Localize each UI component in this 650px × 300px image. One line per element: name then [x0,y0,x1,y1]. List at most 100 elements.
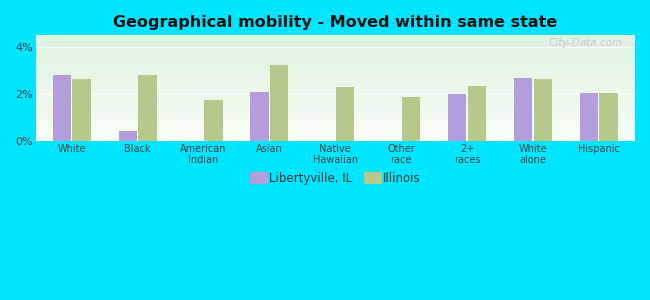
Legend: Libertyville, IL, Illinois: Libertyville, IL, Illinois [245,167,425,190]
Bar [36,75,635,76]
Bar [36,91,635,92]
Bar [36,80,635,81]
Bar [36,90,635,91]
Bar [36,73,635,74]
Bar [36,105,635,106]
Bar [36,76,635,77]
Bar [53,75,71,141]
Bar [36,104,635,105]
Bar [36,74,635,75]
Bar [36,93,635,94]
Bar [36,103,635,104]
Bar [36,84,635,85]
Bar [36,111,635,112]
Bar [36,35,635,36]
Bar [36,114,635,116]
Bar [36,139,635,140]
Bar [36,92,635,93]
Bar [448,94,466,141]
Bar [36,112,635,113]
Bar [36,109,635,110]
Bar [36,116,635,118]
Bar [36,125,635,126]
Bar [36,81,635,82]
Bar [36,118,635,120]
Bar [36,54,635,56]
Bar [36,87,635,88]
Bar [36,126,635,127]
Bar [36,65,635,66]
Bar [36,71,635,72]
Bar [36,132,635,134]
Bar [36,128,635,129]
Bar [36,127,635,128]
Bar [36,118,635,119]
Bar [36,123,635,124]
Bar [36,56,635,58]
Bar [36,46,635,47]
Bar [36,82,635,83]
Bar [36,53,635,54]
Bar [580,93,598,141]
Bar [36,121,635,122]
Bar [270,64,289,141]
Bar [36,67,635,68]
Bar [36,98,635,99]
Bar [36,95,635,97]
Bar [534,79,552,141]
Bar [36,60,635,61]
Bar [36,47,635,48]
Bar [36,43,635,44]
Bar [36,77,635,79]
Bar [36,40,635,42]
Bar [72,79,91,141]
Bar [36,124,635,125]
Bar [36,88,635,89]
Bar [36,70,635,71]
Bar [36,44,635,45]
Bar [36,79,635,80]
Bar [36,138,635,139]
Bar [336,87,354,141]
Bar [36,140,635,141]
Bar [36,122,635,123]
Bar [36,64,635,65]
Bar [36,36,635,38]
Bar [36,97,635,98]
Bar [36,86,635,87]
Bar [36,110,635,111]
Bar [36,72,635,73]
Bar [36,120,635,121]
Bar [250,92,268,141]
Bar [36,100,635,101]
Bar [36,94,635,95]
Bar [204,100,222,141]
Title: Geographical mobility - Moved within same state: Geographical mobility - Moved within sam… [113,15,558,30]
Bar [118,131,137,141]
Bar [36,136,635,138]
Bar [36,134,635,136]
Bar [467,86,486,141]
Bar [36,130,635,131]
Bar [36,83,635,84]
Bar [36,49,635,50]
Bar [36,99,635,100]
Bar [36,107,635,108]
Bar [36,62,635,63]
Bar [36,131,635,132]
Bar [36,66,635,67]
Bar [36,68,635,69]
Bar [36,113,635,114]
Bar [36,101,635,102]
Bar [36,58,635,60]
Bar [36,129,635,130]
Bar [36,48,635,49]
Bar [36,89,635,90]
Bar [36,69,635,70]
Bar [36,45,635,46]
Bar [402,98,421,141]
Bar [138,75,157,141]
Bar [36,85,635,86]
Bar [36,106,635,107]
Bar [36,42,635,43]
